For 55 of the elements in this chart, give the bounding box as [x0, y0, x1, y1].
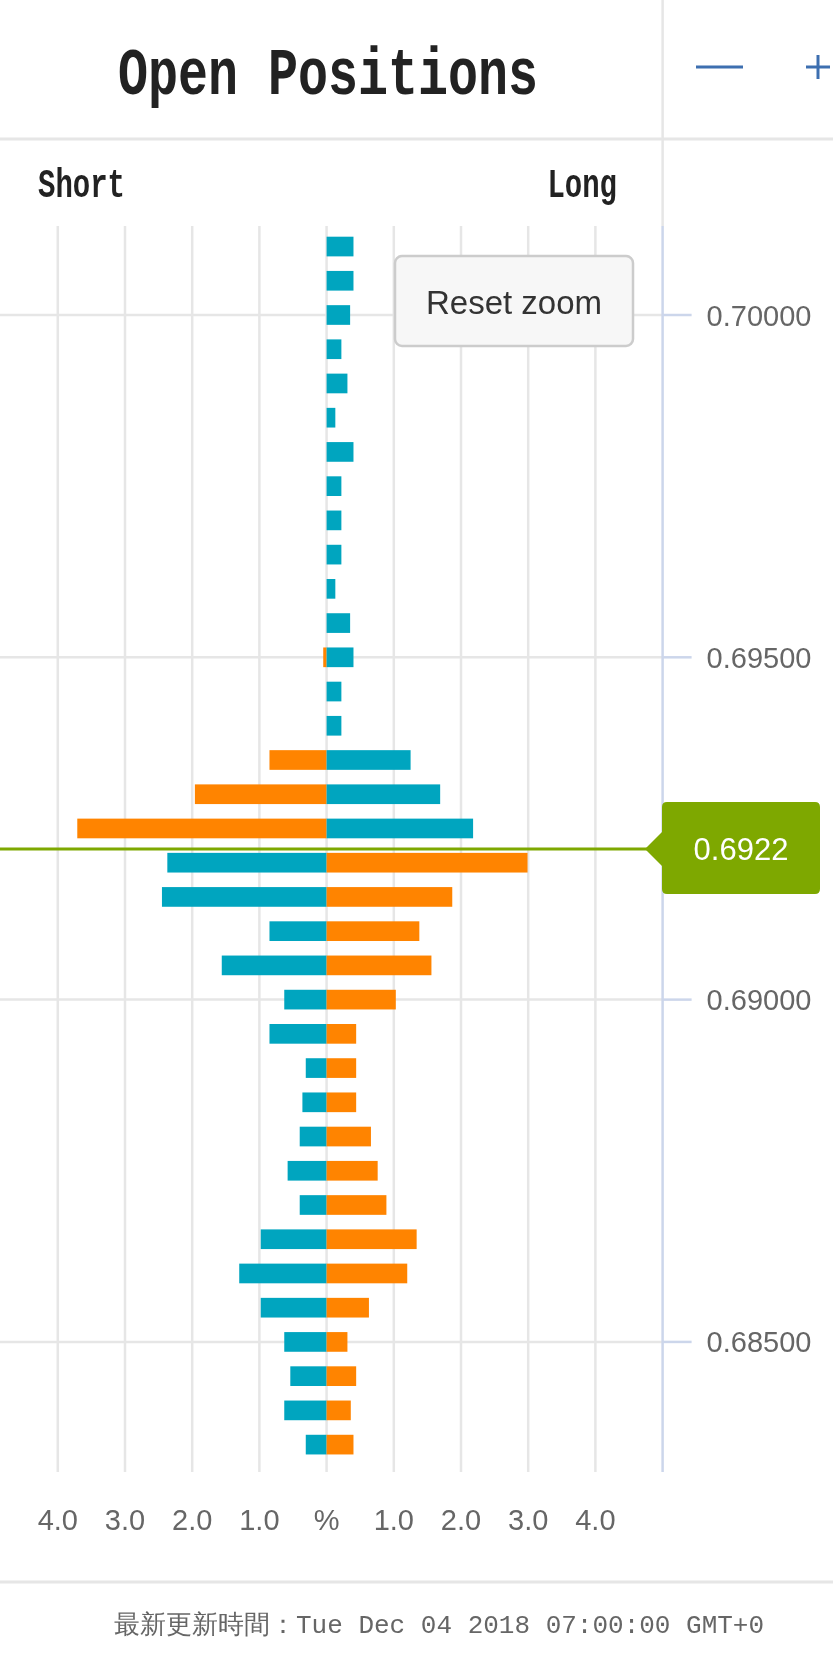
bar: [284, 989, 327, 1010]
x-tick-label: %: [313, 1504, 340, 1536]
bar: [290, 1366, 327, 1386]
annotation: Reset zoom: [425, 284, 603, 321]
bar: [326, 955, 432, 976]
bar: [326, 1400, 351, 1421]
bar: [260, 1229, 327, 1250]
x-tick-label: 2.0: [172, 1504, 213, 1536]
bar: [305, 1434, 327, 1455]
bar: [221, 955, 327, 976]
y-tick-label: 0.70000: [706, 299, 812, 332]
bar: [326, 1092, 357, 1113]
bar: [326, 921, 420, 941]
bar: [326, 1297, 369, 1318]
bar: [326, 1434, 354, 1455]
text: Short: [38, 163, 125, 210]
bar: [326, 1058, 357, 1078]
bar: [299, 1126, 327, 1147]
bar: [326, 1366, 357, 1386]
bar: [326, 1332, 348, 1352]
bar: [260, 1297, 327, 1318]
ref-line-label: 0.6922: [693, 832, 789, 867]
text: Long: [547, 163, 617, 210]
bar: [269, 1024, 327, 1044]
x-tick-label: 4.0: [37, 1504, 78, 1536]
bar: [326, 1160, 378, 1181]
text: 最新更新時間：Tue Dec 04 2018 07:00:00 GMT+0: [114, 1611, 765, 1641]
bar: [326, 852, 528, 873]
y-tick-label: 0.68500: [706, 1326, 812, 1359]
bar: [326, 1126, 371, 1147]
bar: [239, 1263, 327, 1284]
x-tick-label: 2.0: [440, 1504, 482, 1536]
bar: [299, 1195, 327, 1215]
bar: [287, 1160, 327, 1181]
bar: [269, 921, 327, 941]
bar: [326, 1263, 408, 1284]
bar: [326, 1024, 357, 1044]
bar: [284, 1332, 327, 1352]
x-tick-label: 3.0: [508, 1504, 549, 1536]
bar: [326, 1229, 417, 1250]
bar: [326, 989, 396, 1010]
y-tick-label: 0.69000: [706, 984, 812, 1017]
chart-title: Open Positions: [118, 38, 538, 115]
x-tick-label: 1.0: [373, 1504, 414, 1536]
bar: [326, 1195, 387, 1215]
x-tick-label: 3.0: [104, 1504, 146, 1536]
y-tick-label: 0.69500: [706, 641, 812, 674]
bar: [167, 852, 327, 873]
bar: [302, 1092, 327, 1113]
bar: [284, 1400, 327, 1421]
x-tick-label: 4.0: [575, 1504, 616, 1536]
bar: [326, 887, 453, 907]
bar: [305, 1058, 327, 1078]
x-tick-label: 1.0: [239, 1504, 280, 1536]
bar: [161, 887, 327, 907]
